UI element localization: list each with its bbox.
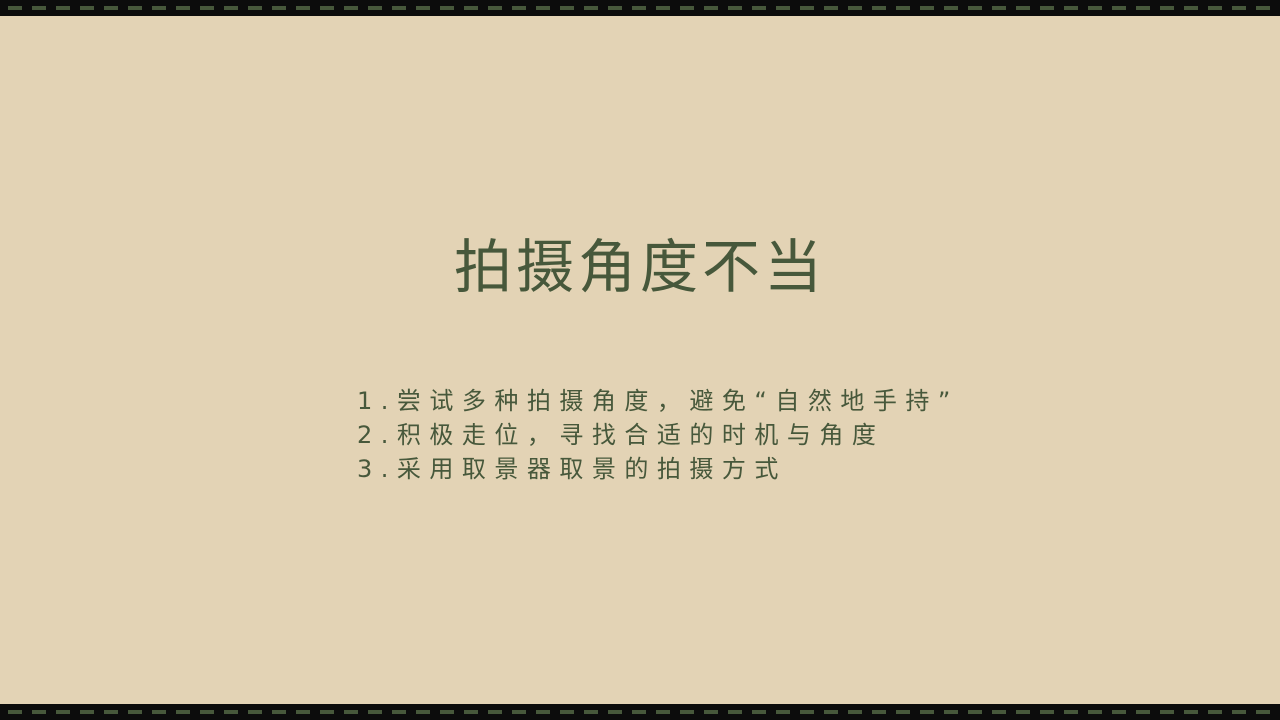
film-perforations xyxy=(8,710,1280,714)
film-strip-top-border xyxy=(0,0,1280,16)
film-strip-bottom-border xyxy=(0,704,1280,720)
film-perforations xyxy=(8,6,1280,10)
list-item: 1.尝试多种拍摄角度，避免“自然地手持” xyxy=(357,387,959,415)
slide-title: 拍摄角度不当 xyxy=(453,233,826,301)
tips-list: 1.尝试多种拍摄角度，避免“自然地手持” 2.积极走位，寻找合适的时机与角度 3… xyxy=(357,384,1057,486)
list-item: 2.积极走位，寻找合适的时机与角度 xyxy=(357,421,885,449)
list-item: 3.采用取景器取景的拍摄方式 xyxy=(357,455,787,483)
